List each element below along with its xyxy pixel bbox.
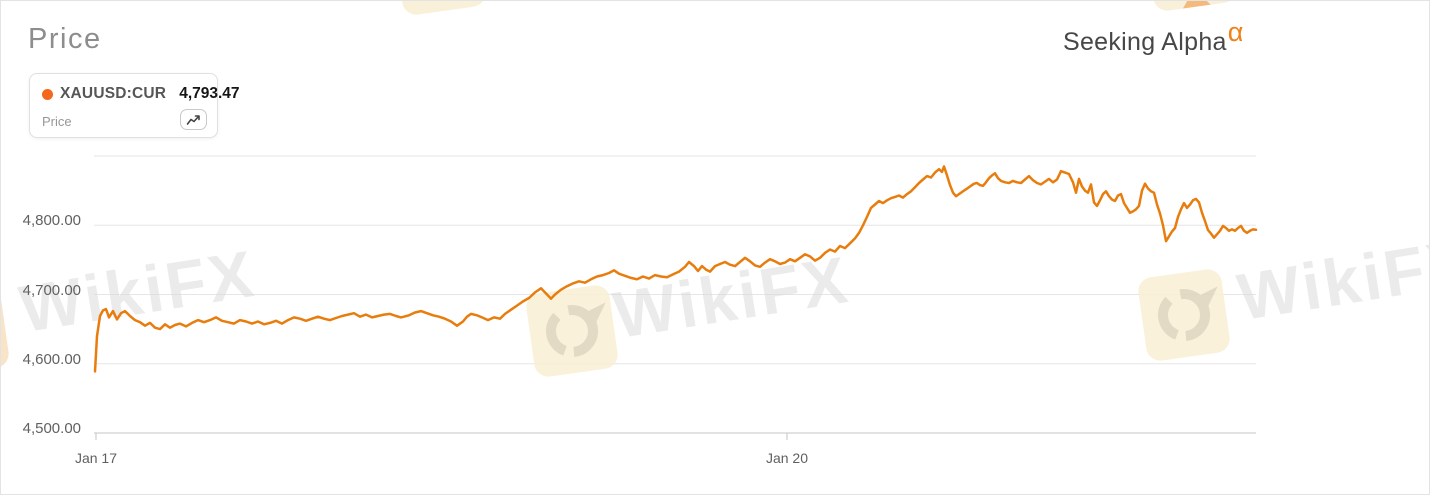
seeking-alpha-logo[interactable]: Seeking Alphaα [1063, 17, 1244, 57]
alpha-symbol-icon: α [1227, 17, 1244, 47]
legend-series-label: Price [42, 114, 72, 129]
legend-symbol: XAUUSD:CUR [60, 85, 167, 102]
trend-up-icon [186, 114, 200, 125]
legend-card[interactable]: XAUUSD:CUR 4,793.47 Price [29, 73, 240, 138]
plot-area[interactable] [94, 151, 1256, 436]
legend-row: XAUUSD:CUR 4,793.47 [30, 74, 240, 103]
page-title: Price [28, 23, 102, 55]
sparkline-toggle-button[interactable] [180, 109, 207, 130]
seeking-alpha-wordmark: Seeking Alpha [1063, 28, 1227, 56]
price-line [93, 165, 1258, 373]
legend-last-value: 4,793.47 [179, 85, 240, 102]
series-dot-icon [42, 88, 53, 100]
